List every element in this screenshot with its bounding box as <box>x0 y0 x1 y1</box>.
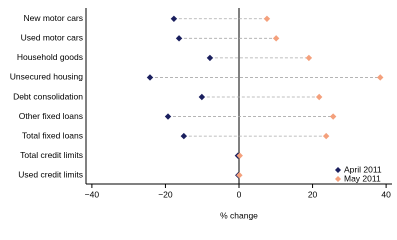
y-tick-label: Total fixed loans <box>22 130 83 140</box>
point <box>236 172 243 179</box>
point <box>315 93 323 101</box>
point <box>329 113 337 120</box>
x-tick-label: 0 <box>237 189 242 199</box>
y-tick-label: Used motor cars <box>21 33 83 43</box>
x-tick-label: 20 <box>308 189 318 199</box>
y-tick-label: Used credit limits <box>18 169 83 179</box>
point <box>175 35 183 42</box>
point <box>206 54 214 62</box>
page: {"chart_data": {"type": "dot", "x_label"… <box>9 8 392 221</box>
point <box>180 132 188 140</box>
y-tick-label: New motor cars <box>23 13 83 23</box>
chart: % change −40 −20 0 20 40 New motor cars Used m… <box>10 8 392 220</box>
y-tick-label: Household goods <box>17 52 83 62</box>
point <box>322 132 330 140</box>
point <box>263 15 271 22</box>
point <box>198 93 206 101</box>
y-tick-label: Unsecured housing <box>10 72 84 82</box>
legend-marker <box>335 167 341 173</box>
y-tick-label: Debt consolidation <box>13 91 83 101</box>
legend-label: April 2011 <box>344 164 382 174</box>
legend-label: May 2011 <box>344 173 381 183</box>
x-tick-label: −20 <box>158 189 173 199</box>
point <box>164 113 172 120</box>
x-tick-label: −40 <box>85 189 100 199</box>
y-tick-label: Other fixed loans <box>19 111 83 121</box>
x-axis-label: % change <box>220 210 258 220</box>
point <box>377 74 384 81</box>
legend-marker <box>335 176 341 182</box>
y-tick-label: Total credit limits <box>20 150 83 160</box>
point <box>170 15 178 22</box>
point <box>146 74 154 81</box>
x-tick-label: 40 <box>381 189 391 199</box>
point <box>272 35 280 42</box>
point <box>305 54 313 62</box>
point <box>236 152 243 159</box>
